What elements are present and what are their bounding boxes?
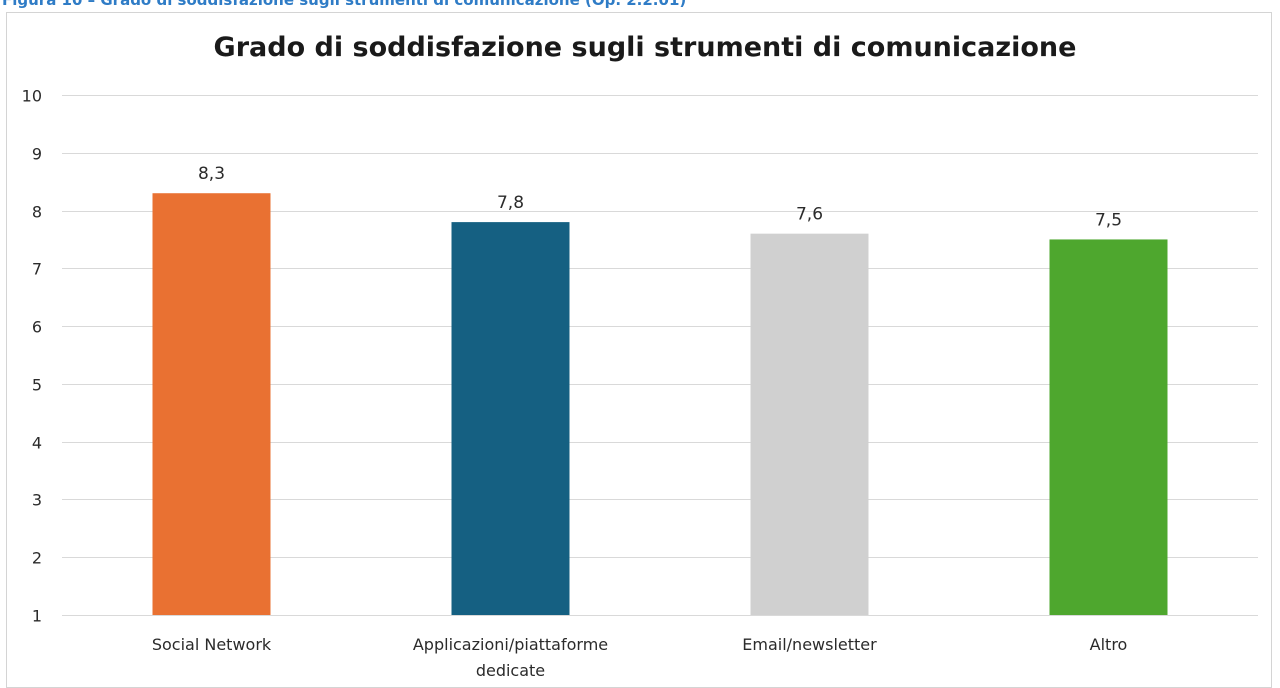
y-tick-label: 3 <box>32 491 42 510</box>
bar-1 <box>452 222 570 615</box>
data-label-0: 8,3 <box>198 164 225 184</box>
bar-0 <box>153 193 271 615</box>
category-label-0: Social Network <box>152 635 272 654</box>
y-tick-label: 8 <box>32 203 42 222</box>
y-tick-label: 4 <box>32 434 42 453</box>
data-label-3: 7,5 <box>1095 210 1122 230</box>
category-label-3: Altro <box>1090 635 1128 654</box>
bars <box>153 193 1168 615</box>
y-tick-label: 6 <box>32 318 42 337</box>
x-axis-categories: Social Network Applicazioni/piattaforme de… <box>152 635 1128 680</box>
bar-2 <box>751 234 869 615</box>
y-tick-label: 9 <box>32 145 42 164</box>
y-tick-label: 1 <box>32 607 42 626</box>
bar-3 <box>1050 239 1168 615</box>
category-label-1: Applicazioni/piattaforme <box>413 635 608 654</box>
y-tick-label: 7 <box>32 260 42 279</box>
category-label-1: dedicate <box>476 661 545 680</box>
data-label-2: 7,6 <box>796 205 823 225</box>
y-axis-ticks: 1 2 3 4 5 6 7 8 9 10 <box>22 87 42 626</box>
data-label-1: 7,8 <box>497 193 524 213</box>
y-tick-label: 10 <box>22 87 42 106</box>
y-tick-label: 5 <box>32 376 42 395</box>
chart-title: Grado di soddisfazione sugli strumenti d… <box>214 32 1077 63</box>
y-tick-label: 2 <box>32 549 42 568</box>
data-labels: 8,3 7,8 7,6 7,5 <box>198 164 1122 230</box>
category-label-2: Email/newsletter <box>742 635 877 654</box>
